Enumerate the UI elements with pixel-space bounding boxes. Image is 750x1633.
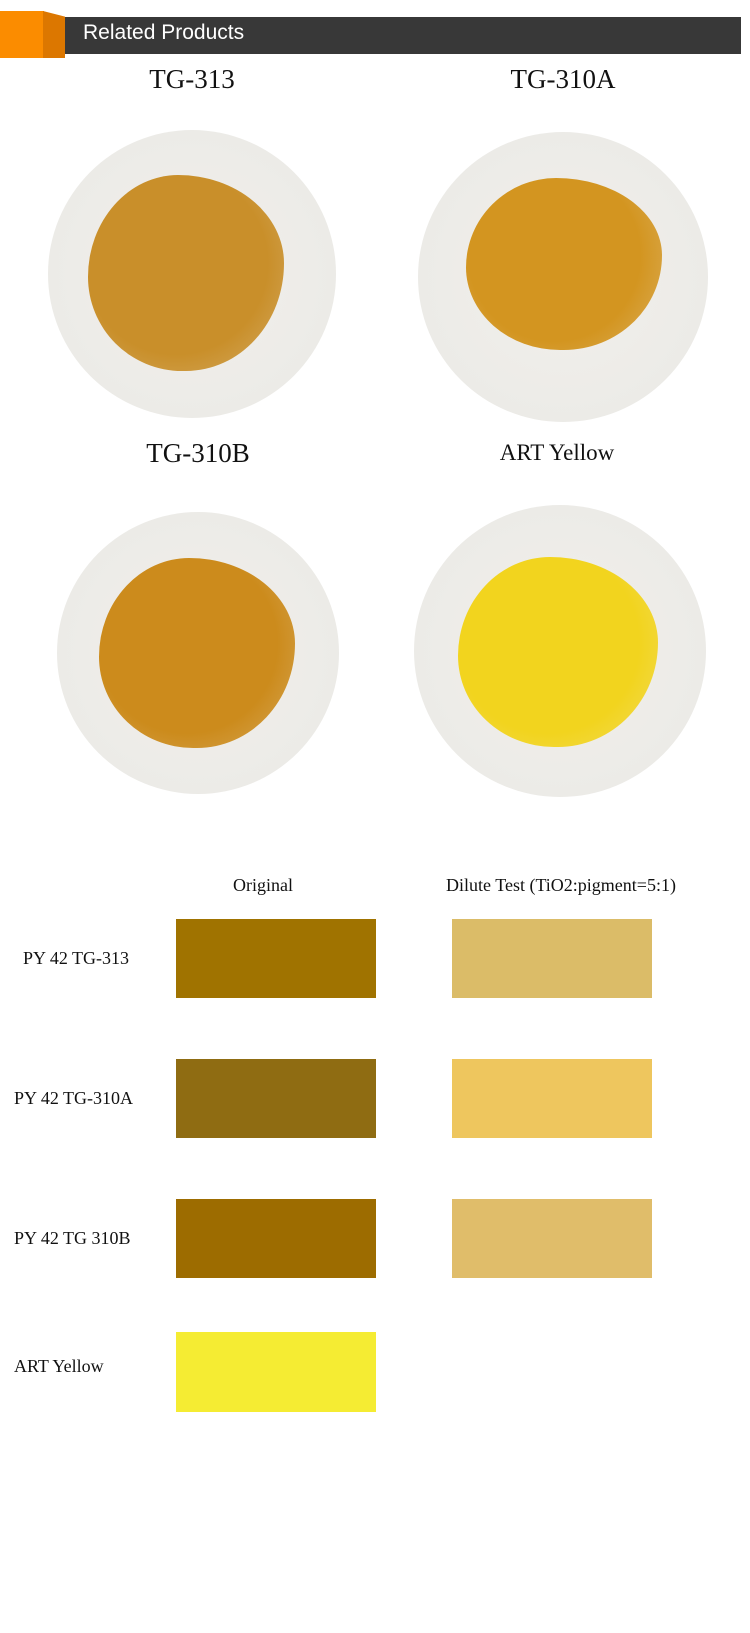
swatch-dilute	[452, 919, 652, 998]
row-label: PY 42 TG-310A	[14, 1088, 134, 1108]
swatch-original	[176, 919, 376, 998]
swatch-dilute	[452, 1199, 652, 1278]
powder	[466, 178, 662, 350]
product-image-tg-310a[interactable]	[418, 132, 708, 422]
swatch-original	[176, 1199, 376, 1278]
section-header	[65, 17, 741, 54]
column-header-original: Original	[233, 875, 293, 895]
header-accent	[0, 11, 44, 58]
product-title: TG-310A	[510, 64, 616, 94]
header-accent-shade	[43, 11, 65, 58]
row-label: PY 42 TG 310B	[14, 1228, 131, 1248]
swatch-original	[176, 1332, 376, 1412]
powder	[458, 557, 658, 747]
column-header-dilute: Dilute Test (TiO2:pigment=5:1)	[446, 875, 676, 895]
swatch-dilute	[452, 1059, 652, 1138]
product-image-art-yellow[interactable]	[414, 505, 706, 797]
product-image-tg-313[interactable]	[48, 130, 336, 418]
product-title: TG-313	[149, 64, 235, 94]
row-label: ART Yellow	[14, 1356, 104, 1376]
powder	[99, 558, 295, 748]
section-title: Related Products	[83, 21, 245, 44]
powder	[88, 175, 284, 371]
product-title: ART Yellow	[499, 440, 615, 465]
row-label: PY 42 TG-313	[23, 948, 130, 968]
swatch-original	[176, 1059, 376, 1138]
product-title: TG-310B	[146, 438, 250, 468]
product-image-tg-310b[interactable]	[57, 512, 339, 794]
